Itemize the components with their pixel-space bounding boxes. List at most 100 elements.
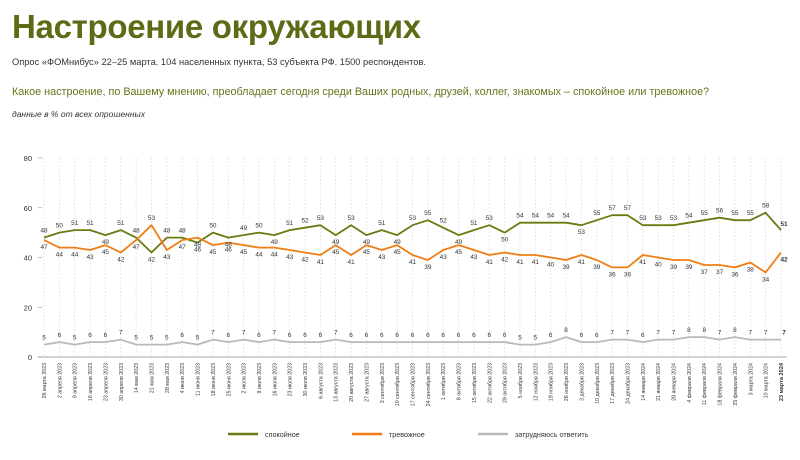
data-label-calm: 50 (56, 223, 64, 230)
data-label-dont-know: 6 (226, 332, 230, 339)
data-label-anxious: 44 (71, 252, 79, 259)
data-label-anxious: 41 (317, 259, 325, 266)
data-label-dont-know: 7 (749, 330, 753, 337)
data-label-calm: 53 (655, 215, 663, 222)
data-label-anxious: 41 (348, 259, 356, 266)
x-tick-label: 20 августа 2023 (349, 363, 355, 402)
x-tick-label: 24 декабря 2023 (625, 363, 631, 404)
data-label-anxious: 47 (133, 244, 141, 251)
data-label-anxious: 42 (117, 257, 125, 264)
x-tick-label: 10 сентября 2023 (395, 363, 401, 406)
data-label-anxious: 43 (470, 254, 478, 261)
data-label-dont-know: 6 (426, 332, 430, 339)
y-tick-label: 0 (28, 353, 32, 362)
data-label-anxious: 41 (578, 259, 586, 266)
x-tick-label: 25 февраля 2024 (733, 363, 739, 406)
data-label-anxious: 48 (194, 242, 202, 249)
x-tick-label: 9 июля 2023 (257, 363, 263, 394)
data-label-anxious: 39 (685, 264, 693, 271)
data-label-calm: 55 (747, 210, 755, 217)
data-label-anxious: 41 (532, 259, 540, 266)
data-label-dont-know: 6 (411, 332, 415, 339)
x-tick-label: 12 ноября 2023 (533, 363, 539, 401)
data-label-anxious: 45 (209, 249, 217, 256)
data-label-calm: 50 (501, 237, 509, 244)
data-label-calm: 56 (716, 208, 724, 215)
data-label-anxious: 45 (455, 249, 463, 256)
data-label-anxious: 43 (163, 254, 171, 261)
x-tick-label: 26 марта 2023 (42, 363, 48, 398)
legend-label-dont-know: затрудняюсь ответить (515, 430, 589, 439)
data-label-anxious: 47 (179, 244, 187, 251)
data-label-calm: 50 (209, 223, 217, 230)
x-tick-label: 16 апреля 2023 (88, 363, 94, 401)
data-label-dont-know: 6 (365, 332, 369, 339)
data-label-dont-know: 6 (104, 332, 108, 339)
x-tick-label: 23 апреля 2023 (103, 363, 109, 401)
data-label-anxious: 41 (639, 259, 647, 266)
data-label-calm: 53 (348, 215, 356, 222)
data-label-calm: 53 (639, 215, 647, 222)
data-label-dont-know: 6 (503, 332, 507, 339)
data-label-dont-know: 5 (534, 335, 538, 342)
data-label-calm: 51 (87, 220, 95, 227)
data-label-anxious: 40 (655, 262, 663, 269)
data-label-dont-know: 6 (380, 332, 384, 339)
x-tick-label: 14 мая 2023 (134, 363, 140, 393)
data-label-anxious: 47 (40, 244, 48, 251)
x-tick-label: 3 марта 2024 (748, 363, 754, 395)
series-line-anxious (43, 224, 782, 274)
data-label-calm: 55 (424, 210, 432, 217)
data-label-calm: 54 (516, 213, 524, 220)
page-title: Настроение окружающих (12, 8, 421, 45)
data-label-dont-know: 6 (441, 332, 445, 339)
data-label-dont-know: 6 (395, 332, 399, 339)
data-label-dont-know: 7 (718, 330, 722, 337)
x-tick-label: 18 февраля 2024 (718, 363, 724, 406)
data-label-dont-know: 6 (595, 332, 599, 339)
data-label-anxious: 45 (102, 249, 110, 256)
x-tick-label: 27 августа 2023 (364, 363, 370, 402)
x-tick-label: 5 ноября 2023 (518, 363, 524, 398)
data-label-calm: 49 (102, 239, 110, 246)
data-label-anxious: 39 (593, 264, 601, 271)
data-label-dont-know: 6 (487, 332, 491, 339)
data-label-calm: 49 (271, 239, 279, 246)
legend-label-anxious: тревожное (389, 430, 425, 439)
x-tick-label: 16 июля 2023 (272, 363, 278, 396)
data-label-anxious: 44 (271, 252, 279, 259)
data-label-anxious: 42 (501, 257, 509, 264)
data-label-dont-know: 5 (42, 335, 46, 342)
data-label-dont-know: 6 (319, 332, 323, 339)
data-label-anxious: 45 (240, 249, 248, 256)
x-tick-label: 10 декабря 2023 (595, 363, 601, 404)
data-label-calm: 53 (486, 215, 494, 222)
data-label-anxious: 41 (516, 259, 524, 266)
data-label-calm: 51 (71, 220, 79, 227)
data-label-anxious: 43 (286, 254, 294, 261)
data-label-calm: 48 (133, 228, 141, 235)
data-label-dont-know: 6 (58, 332, 62, 339)
data-label-anxious: 37 (716, 269, 724, 276)
x-tick-label: 13 августа 2023 (334, 363, 340, 402)
data-label-calm: 57 (624, 205, 632, 212)
x-tick-label: 26 ноября 2023 (564, 363, 570, 401)
data-label-dont-know: 8 (687, 327, 691, 334)
survey-subtitle: Опрос «ФОМнибус» 22–25 марта. 104 населе… (12, 57, 426, 67)
data-label-anxious: 44 (255, 252, 263, 259)
data-label-anxious: 39 (562, 264, 570, 271)
x-tick-label: 2 июля 2023 (242, 363, 248, 394)
data-label-dont-know: 7 (764, 330, 768, 337)
data-label-anxious: 44 (56, 252, 64, 259)
y-tick-label: 20 (24, 303, 32, 312)
data-label-calm: 54 (532, 213, 540, 220)
data-label-calm: 55 (731, 210, 739, 217)
data-label-calm: 51 (470, 220, 478, 227)
y-tick-label: 80 (24, 154, 32, 163)
data-label-dont-know: 7 (656, 330, 660, 337)
data-label-calm: 49 (240, 225, 248, 232)
data-label-anxious: 36 (609, 271, 617, 278)
x-tick-label: 25 июня 2023 (226, 363, 232, 396)
data-label-dont-know: 7 (211, 330, 215, 337)
